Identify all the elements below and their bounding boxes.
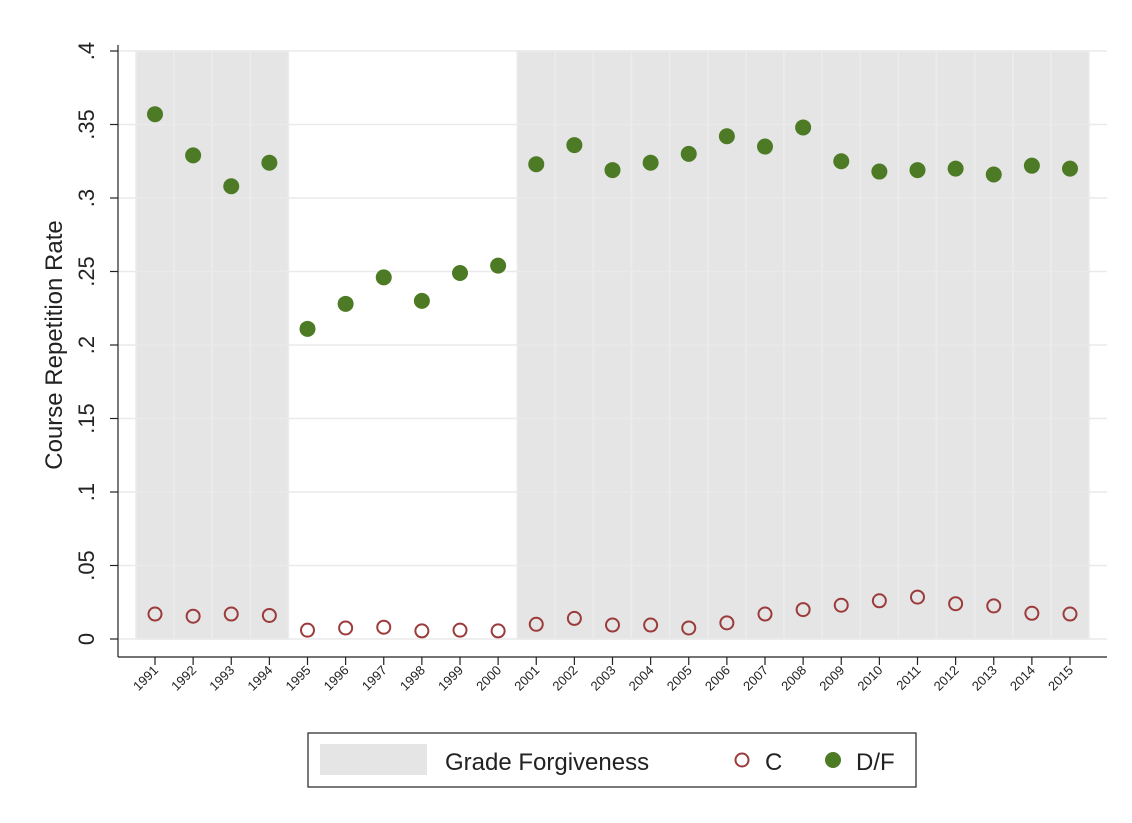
x-tick-label: 1991 [130, 663, 161, 694]
y-tick-label: .15 [74, 403, 99, 434]
point [795, 602, 811, 618]
point [147, 106, 163, 123]
point [986, 598, 1002, 614]
x-tick-label: 2000 [473, 663, 504, 694]
x-tick-label: 1998 [397, 663, 428, 694]
y-tick-label: .05 [74, 550, 99, 581]
point [680, 145, 697, 162]
point [299, 320, 316, 337]
point [338, 620, 354, 636]
point [910, 589, 925, 605]
x-tick-label: 2003 [588, 663, 619, 694]
x-tick-label: 1994 [244, 663, 275, 694]
y-tick-label: .1 [74, 483, 99, 501]
point [605, 617, 620, 633]
legend-marker [825, 752, 841, 768]
point [833, 153, 850, 170]
x-tick-label: 1992 [168, 663, 199, 694]
point [528, 156, 545, 173]
point [681, 620, 697, 636]
point [223, 178, 240, 195]
x-tick-label: 1993 [206, 663, 237, 694]
point [909, 162, 926, 179]
x-tick-label: 2015 [1045, 663, 1076, 694]
x-tick-label: 2002 [549, 663, 580, 694]
point [757, 606, 773, 622]
legend-marker [734, 752, 750, 768]
point [566, 137, 583, 154]
x-tick-label: 1997 [359, 663, 390, 694]
legend-label: Grade Forgiveness [445, 749, 649, 776]
point [490, 257, 507, 274]
x-tick-label: 1999 [435, 663, 466, 694]
legend-swatch [320, 744, 427, 775]
y-tick-label: .2 [74, 336, 99, 354]
x-tick-label: 2010 [854, 663, 885, 694]
point [642, 154, 659, 171]
point [300, 622, 315, 638]
x-tick-label: 2011 [893, 663, 923, 693]
point [1023, 157, 1040, 174]
point [604, 162, 621, 179]
point [261, 607, 277, 623]
y-axis-label: Course Repetition Rate [41, 220, 68, 469]
point [1062, 606, 1078, 622]
point [643, 617, 659, 633]
x-tick-label: 2009 [816, 663, 847, 694]
point [452, 622, 468, 638]
point [147, 606, 163, 622]
x-tick-label: 2006 [702, 663, 733, 694]
point [871, 163, 888, 180]
point [528, 616, 544, 632]
x-tick-label: 2008 [778, 663, 809, 694]
point [376, 619, 392, 635]
point [375, 269, 392, 286]
point [985, 166, 1002, 183]
point [947, 160, 964, 177]
x-tick-label: 2013 [969, 663, 1000, 694]
point [261, 154, 278, 171]
y-tick-label: .3 [74, 189, 99, 207]
x-tick-label: 2001 [511, 663, 542, 694]
y-tick-label: .35 [74, 109, 99, 140]
point [566, 610, 582, 626]
point [337, 295, 354, 312]
point [871, 593, 887, 609]
point [185, 147, 202, 164]
point [795, 119, 812, 136]
legend-label: C [765, 749, 782, 776]
point [414, 623, 430, 639]
point [1062, 160, 1078, 177]
x-tick-label: 2012 [931, 663, 962, 694]
x-tick-label: 2014 [1007, 663, 1038, 694]
point [452, 264, 468, 281]
point [948, 596, 964, 612]
x-tick-label: 2004 [626, 663, 657, 694]
y-tick-label: .25 [74, 256, 99, 287]
point [833, 597, 849, 613]
point [413, 292, 430, 309]
legend-label: D/F [856, 749, 895, 776]
x-tick-label: 1996 [321, 663, 352, 694]
point [223, 606, 239, 622]
y-tick-label: 0 [74, 633, 99, 645]
x-tick-label: 2005 [664, 663, 695, 694]
point [1024, 605, 1040, 621]
point [490, 623, 506, 639]
y-tick-label: .4 [74, 42, 99, 60]
x-tick-label: 2007 [740, 663, 771, 694]
point [185, 608, 201, 624]
point [757, 138, 773, 155]
point [719, 615, 735, 631]
x-tick-label: 1995 [283, 663, 314, 694]
point [718, 128, 735, 145]
